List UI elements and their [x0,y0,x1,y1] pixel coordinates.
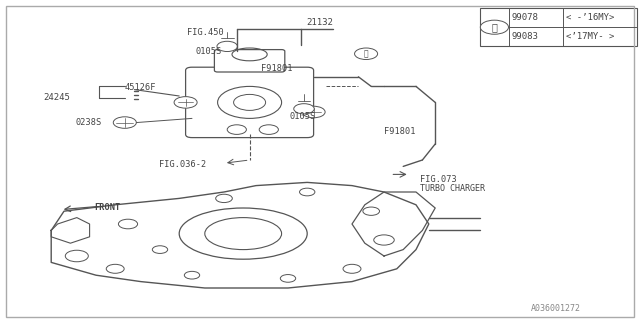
Circle shape [234,94,266,110]
Text: A036001272: A036001272 [531,304,581,313]
Circle shape [152,246,168,253]
Text: 99078: 99078 [512,13,539,22]
Text: ①: ① [364,49,369,58]
Circle shape [113,117,136,128]
Text: 99083: 99083 [512,32,539,41]
Bar [480,8,637,46]
Circle shape [343,264,361,273]
Circle shape [259,125,278,134]
Text: 0238S: 0238S [76,118,102,127]
Text: 0105S: 0105S [289,112,316,121]
Text: F91801: F91801 [384,127,415,136]
Circle shape [118,219,138,229]
Circle shape [218,86,282,118]
FancyBboxPatch shape [186,67,314,138]
Circle shape [65,250,88,262]
Text: FRONT: FRONT [95,203,121,212]
Circle shape [355,48,378,60]
Circle shape [216,194,232,203]
Circle shape [217,41,237,52]
Text: ①: ① [492,22,497,32]
Text: 45126F: 45126F [125,83,156,92]
Text: F91801: F91801 [261,64,292,73]
Circle shape [280,275,296,282]
Text: 0105S: 0105S [195,47,221,56]
Circle shape [227,125,246,134]
Circle shape [374,235,394,245]
Circle shape [106,264,124,273]
Circle shape [480,20,508,34]
Circle shape [363,207,380,215]
Text: FIG.073: FIG.073 [420,175,457,184]
Circle shape [174,97,197,108]
Circle shape [294,104,314,114]
Circle shape [302,106,325,118]
FancyBboxPatch shape [214,50,285,72]
Text: FIG.450: FIG.450 [187,28,223,36]
Circle shape [300,188,315,196]
Text: 21132: 21132 [306,18,333,27]
Text: FIG.036-2: FIG.036-2 [159,160,206,169]
Text: 24245: 24245 [44,93,70,102]
Text: TURBO CHARGER: TURBO CHARGER [420,184,486,193]
Text: <’17MY- >: <’17MY- > [566,32,615,41]
Text: < -’16MY>: < -’16MY> [566,13,615,22]
Circle shape [184,271,200,279]
